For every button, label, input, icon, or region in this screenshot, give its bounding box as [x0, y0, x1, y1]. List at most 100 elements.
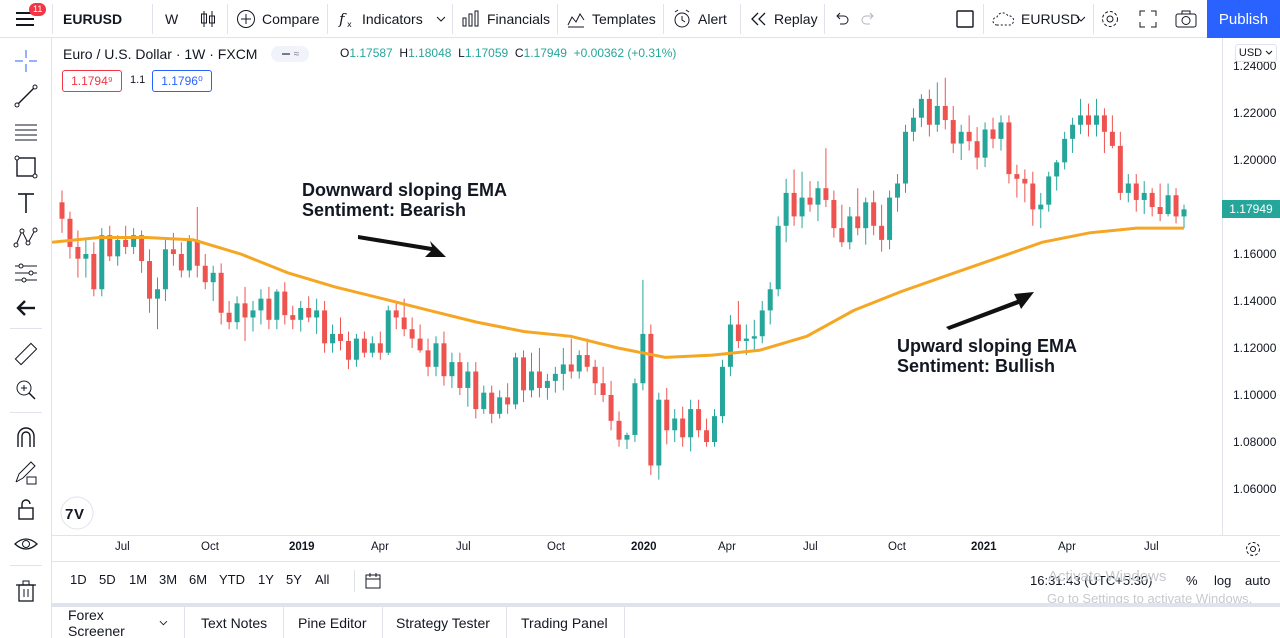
candle-body: [1006, 122, 1012, 175]
camera-icon: [1175, 10, 1197, 28]
settings-button[interactable]: [1100, 0, 1120, 38]
candle-body: [1173, 195, 1179, 217]
snapshot-button[interactable]: [1175, 0, 1197, 38]
candle-body: [170, 249, 176, 254]
range-button-3m[interactable]: 3M: [159, 572, 178, 587]
compare-button[interactable]: Compare: [236, 0, 320, 38]
svg-text:f: f: [338, 10, 347, 28]
ohlc-values: O1.17587 H1.18048 L1.17059 C1.17949 +0.0…: [340, 46, 676, 60]
candle-body: [345, 340, 351, 360]
candle-body: [560, 364, 566, 374]
candle-body: [775, 225, 781, 290]
tradingview-logo: 7 V: [60, 496, 94, 530]
candle-body: [704, 430, 710, 442]
replay-button[interactable]: Replay: [750, 0, 818, 38]
range-button-1d[interactable]: 1D: [70, 572, 87, 587]
range-button-1y[interactable]: 1Y: [258, 572, 274, 587]
range-button-5y[interactable]: 5Y: [286, 572, 302, 587]
financials-button[interactable]: Financials: [461, 0, 550, 38]
range-button-1m[interactable]: 1M: [129, 572, 148, 587]
candle-body: [815, 188, 821, 205]
cloud-save-button[interactable]: EURUSD: [991, 0, 1080, 38]
menu-button[interactable]: 11: [0, 0, 52, 38]
eye-icon[interactable]: [13, 531, 39, 557]
range-button-6m[interactable]: 6M: [189, 572, 208, 587]
alert-button[interactable]: Alert: [672, 0, 727, 38]
horizontal-lines-icon[interactable]: [13, 119, 39, 145]
candle-body: [568, 364, 574, 372]
templates-button[interactable]: Templates: [566, 0, 656, 38]
arrow-left-icon[interactable]: [13, 295, 39, 321]
candle-body: [799, 197, 805, 217]
candle-body: [672, 418, 678, 431]
candle-body: [958, 131, 964, 144]
series-title[interactable]: Euro / U.S. Dollar · 1W · FXCM: [63, 46, 258, 62]
candle-body: [473, 371, 479, 410]
candle-body: [1093, 115, 1099, 125]
rectangle-tool-icon[interactable]: [13, 154, 39, 180]
timezone-clock[interactable]: 16:31:43 (UTC+5:30): [1030, 573, 1153, 588]
currency-label: USD: [1238, 47, 1263, 59]
price-scale[interactable]: 1.240001.220001.200001.180001.160001.140…: [1222, 38, 1280, 535]
percent-toggle[interactable]: %: [1186, 573, 1198, 588]
tab-trading-panel[interactable]: Trading Panel: [505, 607, 625, 638]
text-tool-icon[interactable]: [13, 190, 39, 216]
publish-button[interactable]: Publish: [1207, 0, 1280, 38]
fullscreen-button[interactable]: [1139, 0, 1157, 38]
gear-icon[interactable]: [1244, 540, 1262, 558]
candle-body: [887, 197, 893, 240]
alarm-clock-icon: [674, 9, 690, 28]
open-value: 1.17587: [349, 46, 393, 60]
redo-button[interactable]: [860, 0, 876, 38]
tab-text-notes[interactable]: Text Notes: [185, 607, 285, 638]
compare-label: Compare: [262, 11, 320, 27]
symbol-search[interactable]: EURUSD: [63, 11, 123, 27]
lock-icon[interactable]: [13, 496, 39, 522]
candle-body: [178, 254, 184, 271]
indicators-dropdown[interactable]: [436, 0, 446, 38]
lock-drawing-icon[interactable]: [13, 460, 39, 486]
candle-body: [1046, 176, 1052, 205]
tab-pine-editor[interactable]: Pine Editor: [282, 607, 384, 638]
magnet-icon[interactable]: [13, 425, 39, 451]
ruler-icon[interactable]: [13, 341, 39, 367]
layout-dropdown[interactable]: [1076, 0, 1086, 38]
tab-forex-screener[interactable]: Forex Screener: [52, 607, 185, 638]
candle-body: [218, 272, 224, 313]
date-range-icon[interactable]: [364, 572, 382, 590]
pattern-tool-icon[interactable]: [13, 225, 39, 251]
undo-button[interactable]: [834, 0, 850, 38]
time-tick-label: Apr: [1058, 541, 1076, 553]
trend-line-icon[interactable]: [13, 83, 39, 109]
sell-button[interactable]: 1.1794⁹: [62, 70, 122, 92]
svg-text:7: 7: [65, 506, 73, 523]
visibility-pill[interactable]: ≈: [271, 46, 310, 62]
time-axis[interactable]: Jul Oct 2019 Apr Jul Oct 2020 Apr Jul Oct 2021 Apr J…: [52, 535, 1280, 561]
prediction-tool-icon[interactable]: [13, 260, 39, 286]
buy-button[interactable]: 1.1796⁰: [152, 70, 212, 92]
candle-body: [743, 338, 749, 341]
interval-button[interactable]: W: [165, 11, 179, 27]
candle-body: [719, 366, 725, 417]
chart-type-button[interactable]: [199, 0, 217, 38]
range-button-all[interactable]: All: [315, 572, 330, 587]
candle-body: [1101, 115, 1107, 132]
zoom-in-icon[interactable]: [13, 377, 39, 403]
candle-body: [1054, 162, 1060, 177]
layout-button[interactable]: [955, 0, 975, 38]
range-button-ytd[interactable]: YTD: [219, 572, 245, 587]
log-toggle[interactable]: log: [1214, 573, 1232, 588]
trash-icon[interactable]: [13, 578, 39, 604]
candle-body: [616, 420, 622, 440]
candlestick-chart[interactable]: 7 V: [52, 38, 1222, 535]
crosshair-icon[interactable]: [13, 48, 39, 74]
auto-toggle[interactable]: auto: [1245, 573, 1271, 588]
right-annotation-arrow: [946, 292, 1034, 330]
tab-strategy-tester[interactable]: Strategy Tester: [380, 607, 507, 638]
candle-body: [1117, 145, 1123, 193]
range-button-5d[interactable]: 5D: [99, 572, 116, 587]
candle-body: [688, 409, 694, 438]
currency-dropdown[interactable]: USD: [1235, 44, 1277, 62]
candle-body: [1149, 192, 1155, 207]
